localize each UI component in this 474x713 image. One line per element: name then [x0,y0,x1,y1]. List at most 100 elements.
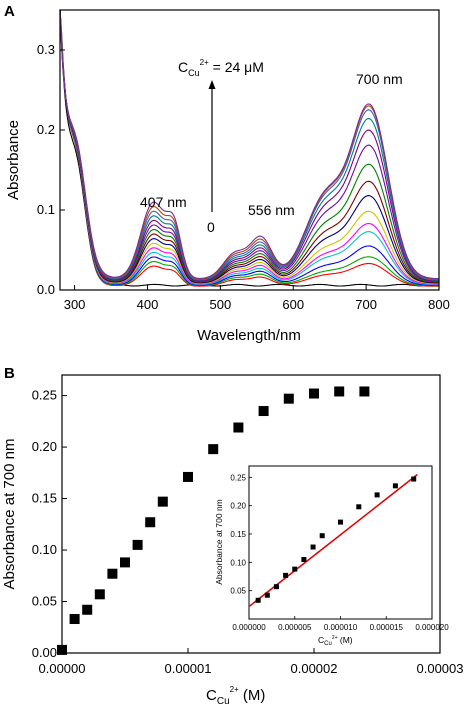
panel-b-data-point [145,517,156,528]
titrant-sub: Cu [188,68,200,78]
panel-a-y-ticks: 0.0 0.1 0.2 0.3 [37,42,65,297]
inset-x-tick-label: 0.000020 [415,623,449,632]
panel-b-y-tick-label: 0.05 [32,594,57,609]
inset-y-tick-label: 0.20 [230,502,246,511]
panel-a-x-tick-label: 700 [355,297,377,312]
panel-b-points [57,386,370,655]
panel-b-label: B [4,365,15,382]
panel-a-y-axis-label: Absorbance [5,120,22,200]
panel-b-data-point [82,604,93,615]
panel-a-frame [59,9,440,291]
inset-data-point [283,572,289,578]
panel-b-data-point [334,386,345,397]
panel-b-data-point [132,539,143,550]
spectrum-line [59,9,439,283]
inset-data-point [301,557,307,562]
inset-y-tick-label: 0.15 [230,530,246,539]
panel-b-data-point [94,589,105,600]
inset-data-point [374,492,380,498]
inset-data-point [292,566,298,572]
panel-a-x-ticks: 300 400 500 600 700 800 [64,285,450,312]
panel-a-x-tick-label: 500 [209,297,231,312]
inset-y-tick-label: 0.05 [230,587,246,596]
panel-a-curves [59,9,440,287]
spectrum-line [59,13,439,281]
panel-b-y-tick-label: 0.10 [32,542,57,557]
peak-label-556: 556 nm [248,202,295,218]
spectrum-line [59,9,439,284]
panel-b-data-point [359,386,370,397]
inset-data-point [273,584,279,590]
panel-b-data-point [157,496,168,507]
spectrum-line [59,9,439,287]
spectrum-line [59,9,439,286]
panel-b-data-point [233,422,244,433]
svg-text:CCu2+ = 24 μM: CCu2+ = 24 μM [178,58,264,78]
panel-a-x-tick-label: 400 [137,297,159,312]
panel-a-x-tick-label: 300 [64,297,86,312]
titrant-value: = 24 μM [209,59,264,75]
panel-a-x-axis-label: Wavelength/nm [197,327,301,344]
panel-b-y-tick-label: 0.25 [32,388,57,403]
panel-a-y-tick-label: 0.3 [37,42,55,57]
panel-b-data-point [309,388,319,399]
panel-a-x-tick-label: 800 [428,297,450,312]
inset-points [255,476,417,603]
inset-data-point [319,533,325,539]
inset-x-tick-label: 0.000010 [324,623,358,632]
spectrum-line [59,14,440,280]
inset-x-ticks: 0.000000 0.000005 0.000010 0.000015 0.000020 [232,616,449,632]
panel-b-x-tick-label: 0.00000 [39,661,86,676]
spectrum-line [59,9,440,282]
panel-b-data-point [183,471,193,482]
inset-data-point [356,504,362,510]
panel-b-data-point [107,568,118,579]
spectrum-line [59,9,439,286]
inset-x-tick-label: 0.000015 [370,623,404,632]
panel-a-label: A [4,3,15,20]
panel-b-y-tick-label: 0.00 [32,645,57,660]
panel-a-x-tick-label: 600 [282,297,304,312]
panel-b-x-axis-label: CCu2+ (M) [206,685,265,707]
panel-b-data-point [69,614,80,625]
spectrum-line [59,9,439,287]
inset-x-tick-label: 0.000000 [232,623,266,632]
panel-b-plot: 0.00000 0.00001 0.00002 0.00003 0.00 0.05 0.1… [32,374,464,676]
peak-label-407: 407 nm [140,194,187,210]
spectrum-line [59,9,440,284]
inset-data-point [264,592,270,598]
inset-x-tick-label: 0.000005 [278,623,312,632]
inset-data-point [411,476,417,482]
peak-label-700: 700 nm [356,71,403,87]
spectrum-line [59,11,440,281]
inset-data-point [338,519,343,525]
spectrum-line [59,15,440,280]
panel-b-data-point [258,406,269,417]
panel-a-y-tick-label: 0.2 [37,122,55,137]
inset-data-point [255,597,261,603]
panel-b-data-point [208,444,219,455]
spectrum-line [59,9,439,285]
inset-y-ticks: 0.05 0.10 0.15 0.20 0.25 [230,473,252,596]
inset-data-point [310,544,316,550]
panel-b-y-tick-label: 0.20 [32,439,57,454]
panel-b-x-tick-label: 0.00002 [291,661,338,676]
inset-x-axis-label: CCu2+ (M) [318,635,353,647]
panel-b-x-tick-label: 0.00003 [417,661,464,676]
inset-frame [248,465,433,620]
panel-a-y-tick-label: 0.1 [37,202,55,217]
panel-a-y-tick-label: 0.0 [37,282,55,297]
panel-b-y-ticks: 0.00 0.05 0.10 0.15 0.20 0.25 [32,388,67,660]
inset-y-axis-label: Absorbance at 700 nm [214,499,224,585]
titrant-label: CCu2+ = 24 μM [178,58,264,78]
titrant-sup: 2+ [200,58,209,67]
panel-b-x-ticks: 0.00000 0.00001 0.00002 0.00003 [39,648,464,676]
panel-b-data-point [283,393,294,404]
panel-b-frame [61,374,441,654]
titration-arrow-head [208,80,216,89]
inset-y-tick-label: 0.10 [230,558,246,567]
panel-b-inset: 0.000000 0.000005 0.000010 0.000015 0.000020… [214,465,449,647]
spectrum-line [59,9,439,285]
panel-b-data-point [57,644,67,655]
